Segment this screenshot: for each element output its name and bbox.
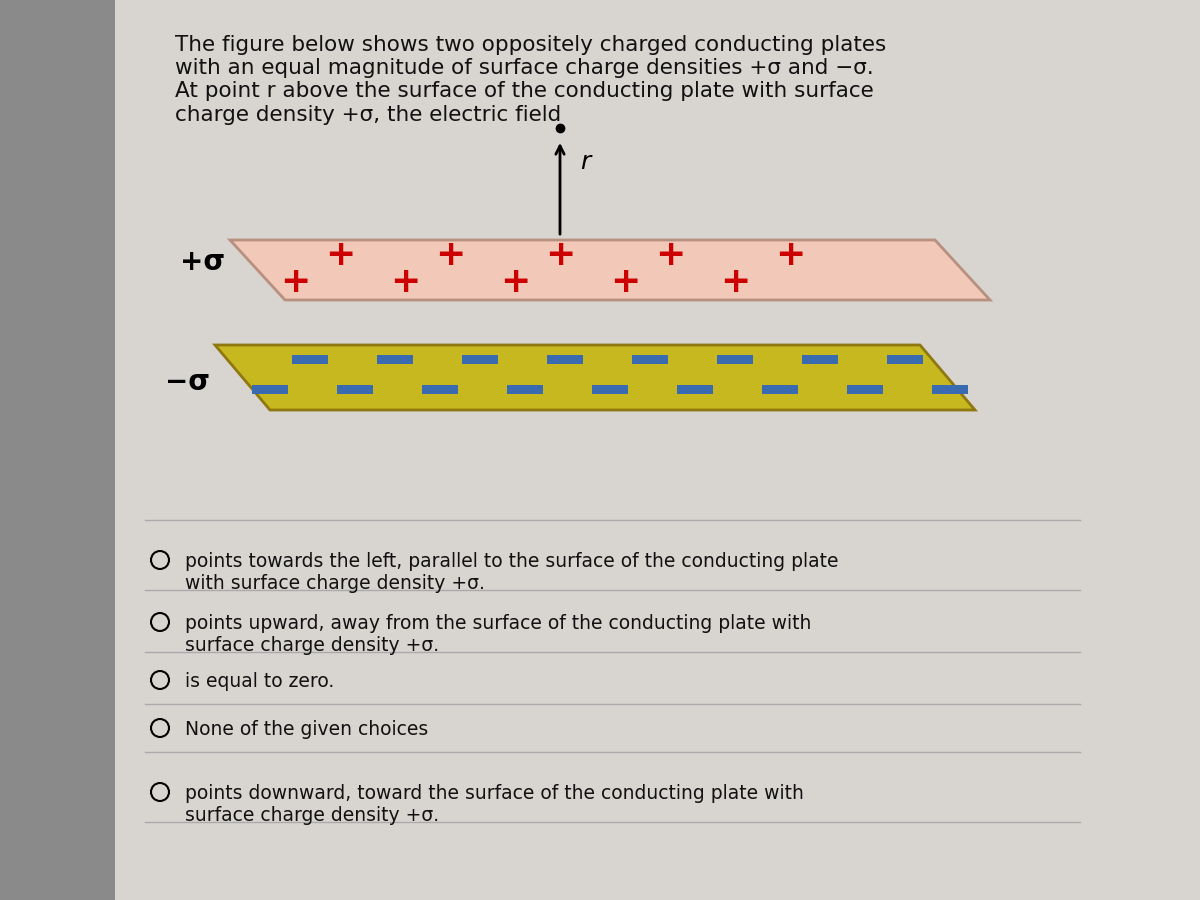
- Bar: [932, 385, 968, 394]
- Polygon shape: [230, 240, 990, 300]
- Bar: [847, 385, 883, 394]
- Bar: [462, 355, 498, 364]
- Bar: [592, 385, 628, 394]
- Bar: [422, 385, 458, 394]
- Bar: [252, 385, 288, 394]
- Text: +: +: [280, 265, 310, 299]
- Bar: [547, 355, 583, 364]
- Text: None of the given choices: None of the given choices: [185, 720, 428, 739]
- Text: is equal to zero.: is equal to zero.: [185, 672, 335, 691]
- Bar: [337, 385, 373, 394]
- Bar: [632, 355, 668, 364]
- Text: +: +: [325, 238, 355, 272]
- Bar: [887, 355, 923, 364]
- Text: +: +: [655, 238, 685, 272]
- Text: +: +: [610, 265, 640, 299]
- Text: +: +: [390, 265, 420, 299]
- Text: +: +: [434, 238, 466, 272]
- Text: +σ: +σ: [180, 248, 226, 276]
- Text: +: +: [720, 265, 750, 299]
- Bar: [802, 355, 838, 364]
- Bar: [377, 355, 413, 364]
- Text: −σ: −σ: [166, 368, 210, 396]
- Bar: [718, 355, 754, 364]
- Text: The figure below shows two oppositely charged conducting plates
with an equal ma: The figure below shows two oppositely ch…: [175, 35, 887, 124]
- Text: r: r: [580, 150, 590, 174]
- Text: +: +: [545, 238, 575, 272]
- Polygon shape: [215, 345, 974, 410]
- Text: +: +: [500, 265, 530, 299]
- Bar: [508, 385, 542, 394]
- Bar: [292, 355, 328, 364]
- Text: points towards the left, parallel to the surface of the conducting plate
with su: points towards the left, parallel to the…: [185, 552, 839, 593]
- Bar: [677, 385, 713, 394]
- Text: points upward, away from the surface of the conducting plate with
surface charge: points upward, away from the surface of …: [185, 614, 811, 655]
- Text: points downward, toward the surface of the conducting plate with
surface charge : points downward, toward the surface of t…: [185, 784, 804, 825]
- Text: +: +: [775, 238, 805, 272]
- Bar: [0, 0, 115, 900]
- Bar: [762, 385, 798, 394]
